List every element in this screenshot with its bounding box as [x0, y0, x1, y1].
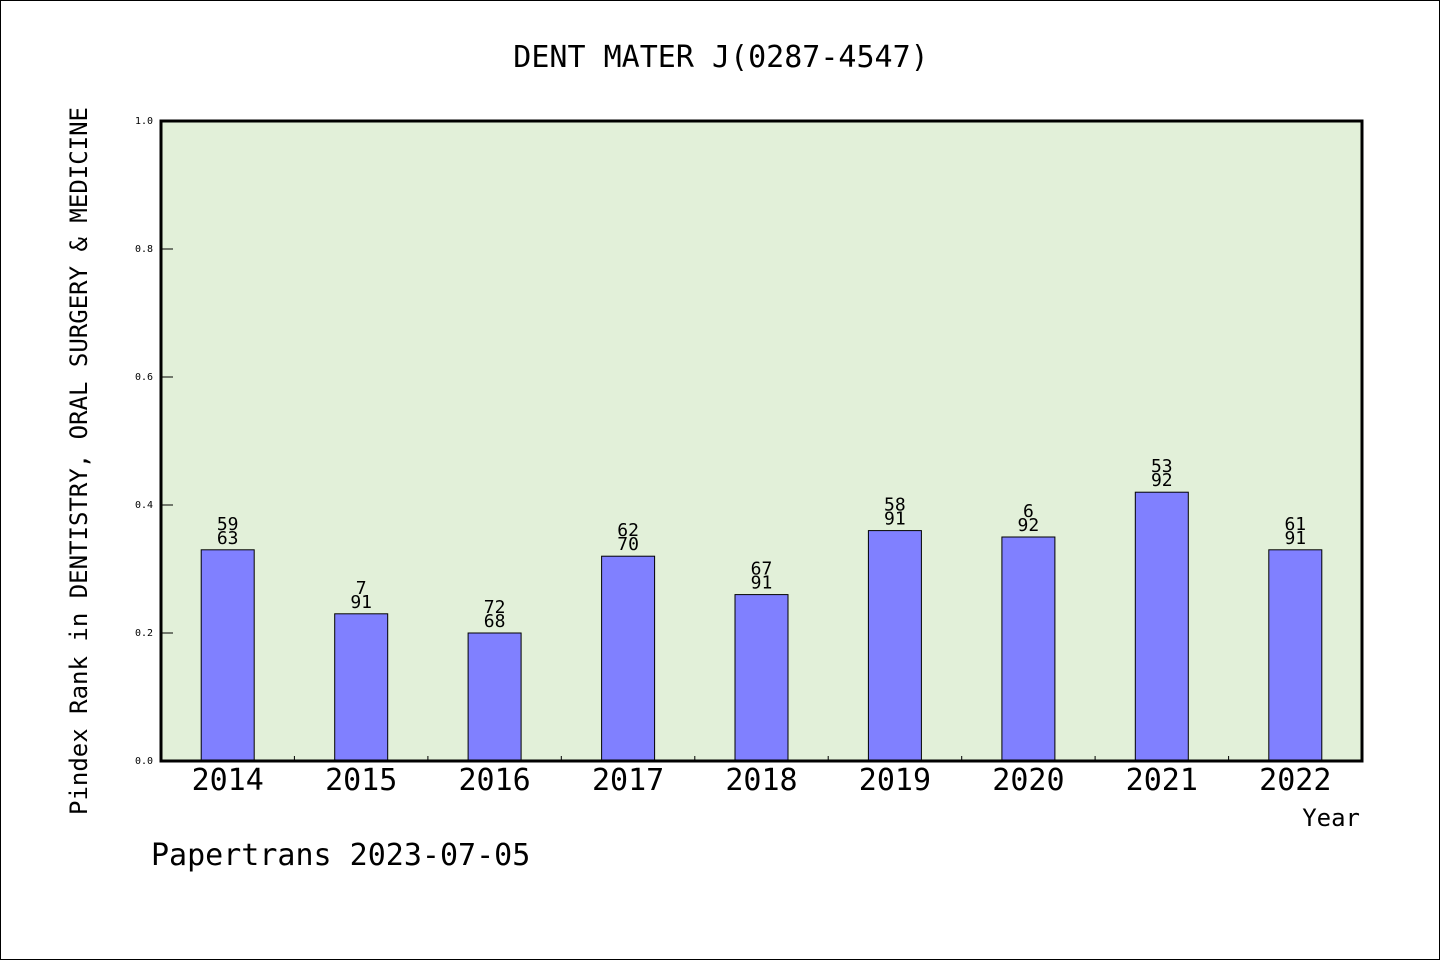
bar-label-top-2017: 62 — [617, 520, 639, 541]
footer-source: Papertrans 2023-07-05 — [151, 838, 530, 873]
bar-label-bottom-2014: 63 — [217, 528, 239, 549]
bar-2014 — [200, 549, 255, 762]
bar-2020 — [1001, 536, 1056, 762]
y-tick-label-0.0: 0.0 — [135, 756, 153, 767]
bar-2017 — [601, 555, 656, 762]
y-tick-label-0.8: 0.8 — [135, 244, 153, 255]
plot-border — [159, 119, 1364, 763]
bar-2022 — [1268, 549, 1323, 762]
bar-label-top-2021: 53 — [1151, 456, 1173, 477]
bar-2021 — [1134, 491, 1189, 762]
bar-label-top-2019: 58 — [884, 495, 906, 516]
bar-label-bottom-2021: 92 — [1151, 470, 1173, 491]
x-tick-label-2020: 2020 — [992, 763, 1064, 798]
x-ticks-group: 2014 2015 2016 2017 2018 2019 2020 2021 2022 — [192, 756, 1331, 798]
bar-label-top-2016: 72 — [484, 597, 506, 618]
x-tick-label-2021: 2021 — [1126, 763, 1198, 798]
bar-label-top-2020: 6 — [1023, 501, 1034, 522]
x-tick-label-2015: 2015 — [325, 763, 397, 798]
bar-label-top-2022: 61 — [1284, 514, 1306, 535]
bar-label-bottom-2022: 91 — [1284, 528, 1306, 549]
x-tick-label-2018: 2018 — [725, 763, 797, 798]
chart-title: DENT MATER J(0287-4547) — [513, 40, 928, 75]
y-tick-label-0.2: 0.2 — [135, 628, 153, 639]
bar-2019 — [867, 530, 922, 762]
bar-2016 — [467, 632, 522, 762]
bar-2015 — [334, 613, 389, 762]
x-tick-label-2014: 2014 — [192, 763, 264, 798]
y-axis-label: Pindex Rank in DENTISTRY, ORAL SURGERY &… — [65, 107, 93, 815]
x-tick-label-2022: 2022 — [1259, 763, 1331, 798]
bar-label-bottom-2017: 70 — [617, 534, 639, 555]
bar-label-bottom-2015: 91 — [350, 592, 372, 613]
bar-label-bottom-2018: 91 — [751, 573, 773, 594]
bar-label-bottom-2019: 91 — [884, 509, 906, 530]
y-tick-label-0.6: 0.6 — [135, 372, 153, 383]
bar-label-top-2014: 59 — [217, 514, 239, 535]
y-tick-label-0.4: 0.4 — [135, 500, 153, 511]
y-tick-label-1.0: 1.0 — [135, 116, 153, 127]
x-axis-label: Year — [1302, 804, 1360, 832]
bar-2018 — [734, 594, 789, 762]
bar-label-top-2018: 67 — [751, 559, 773, 580]
x-tick-label-2017: 2017 — [592, 763, 664, 798]
bar-label-bottom-2020: 92 — [1018, 515, 1040, 536]
bar-label-bottom-2016: 68 — [484, 611, 506, 632]
x-tick-label-2016: 2016 — [458, 763, 530, 798]
x-tick-label-2019: 2019 — [859, 763, 931, 798]
bar-label-top-2015: 7 — [356, 578, 367, 599]
